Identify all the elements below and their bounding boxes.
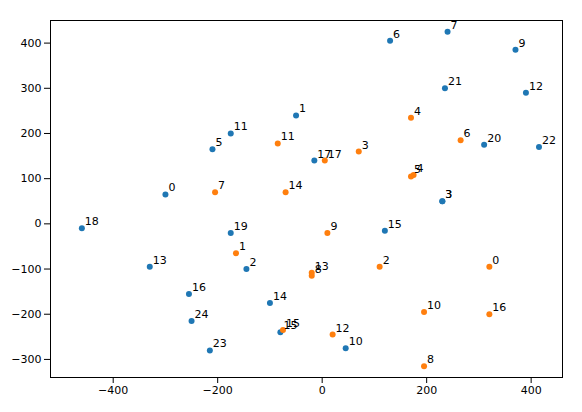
svg-text:18: 18 [85,215,99,228]
svg-text:20: 20 [487,132,501,145]
svg-text:2: 2 [249,256,256,269]
svg-text:13: 13 [314,259,329,273]
svg-text:400: 400 [21,37,42,50]
svg-text:3: 3 [445,188,452,201]
svg-text:14: 14 [273,290,287,303]
svg-text:15: 15 [388,218,402,231]
svg-text:200: 200 [21,127,42,140]
svg-text:9: 9 [330,220,337,233]
svg-text:300: 300 [21,82,42,95]
svg-text:200: 200 [416,384,437,397]
svg-text:−300: −300 [11,353,41,366]
svg-text:−400: −400 [98,384,128,397]
svg-text:12: 12 [529,80,543,93]
svg-text:7: 7 [218,179,225,192]
svg-text:11: 11 [281,130,295,143]
svg-text:22: 22 [542,134,556,147]
svg-text:8: 8 [315,263,322,276]
svg-text:24: 24 [195,308,209,321]
svg-text:14: 14 [289,179,303,192]
svg-text:3: 3 [362,139,369,152]
svg-text:7: 7 [451,19,458,32]
svg-text:−200: −200 [203,384,233,397]
svg-text:1: 1 [299,102,306,115]
svg-text:13: 13 [153,254,167,267]
svg-text:23: 23 [213,337,227,350]
svg-text:16: 16 [492,301,506,314]
svg-text:400: 400 [521,384,542,397]
svg-text:9: 9 [518,37,525,50]
svg-text:6: 6 [464,127,471,140]
svg-text:8: 8 [427,353,434,366]
svg-text:21: 21 [448,75,462,88]
svg-text:5: 5 [215,136,222,149]
svg-text:2: 2 [383,254,390,267]
svg-text:0: 0 [492,254,499,267]
svg-text:10: 10 [427,299,441,312]
svg-text:6: 6 [393,28,400,41]
svg-text:100: 100 [21,172,42,185]
svg-text:−100: −100 [11,263,41,276]
svg-text:0: 0 [35,217,42,230]
svg-text:0: 0 [168,181,175,194]
svg-text:3: 3 [445,188,452,201]
svg-text:19: 19 [234,220,248,233]
svg-text:1: 1 [239,240,246,253]
svg-text:16: 16 [192,281,206,294]
svg-text:10: 10 [349,335,363,348]
svg-text:0: 0 [319,384,326,397]
svg-text:−200: −200 [11,308,41,321]
svg-text:17: 17 [328,148,342,161]
svg-text:11: 11 [234,120,248,133]
svg-text:12: 12 [336,322,350,335]
svg-text:5: 5 [414,163,421,176]
svg-text:17: 17 [317,147,332,161]
svg-text:15: 15 [286,317,300,330]
svg-text:4: 4 [414,105,421,118]
